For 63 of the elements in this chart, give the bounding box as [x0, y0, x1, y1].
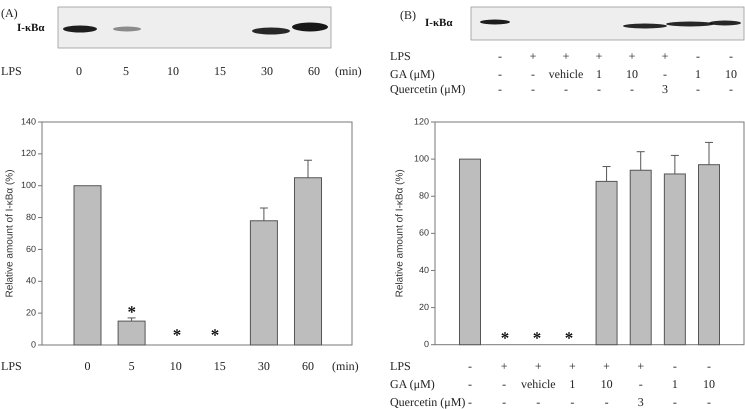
y-tick-label: 40 — [418, 264, 429, 275]
category-label: - 10 - — [725, 48, 737, 96]
y-tick-label: 0 — [424, 339, 429, 350]
y-tick-label: 140 — [20, 116, 36, 126]
y-tick-label: 80 — [26, 212, 36, 222]
category-label: 0 — [76, 64, 82, 78]
text: LPS — [1, 64, 22, 78]
category-label: + vehicle - — [548, 48, 584, 96]
x-axis-title: LPS GA (μM) Quercetin (μM) — [390, 358, 466, 409]
x-axis-title: LPS — [1, 358, 22, 373]
category-label: - 1 - — [695, 48, 701, 96]
category-label: - - - — [498, 48, 502, 96]
y-tick-label: 20 — [418, 302, 429, 312]
x-tick-label: + 10 - — [600, 358, 613, 409]
y-tick-label: 80 — [418, 190, 429, 201]
y-tick-label: 100 — [414, 153, 429, 164]
x-tick-label: - 10 - — [703, 358, 715, 409]
y-tick-label: 40 — [26, 276, 36, 286]
text: (min) — [332, 358, 359, 373]
x-tick-label: 15 — [214, 358, 226, 373]
y-tick-label: 120 — [414, 116, 429, 126]
category-label: 10 — [167, 64, 179, 78]
y-tick-label: 0 — [30, 339, 36, 350]
x-tick-label: - - - — [468, 358, 472, 409]
category-label: 30 — [261, 64, 273, 78]
bar — [74, 185, 102, 346]
text: (min) — [335, 64, 362, 78]
x-tick-label: + - - — [500, 358, 508, 409]
text: I-κBα — [17, 22, 46, 34]
bar — [118, 320, 146, 346]
category-label: 5 — [123, 64, 129, 78]
x-tick-label: - 1 - — [672, 358, 678, 409]
category-label: + 10 - — [626, 48, 638, 96]
y-axis-title: Relative amount of I-κBα (%) — [394, 169, 406, 298]
y-tick-label: 60 — [26, 244, 36, 254]
y-tick-label: 20 — [26, 308, 36, 318]
category-label: 60 — [308, 64, 320, 78]
x-tick-label: + - 3 — [637, 358, 644, 409]
x-tick-label: 30 — [258, 358, 270, 373]
annotation: * — [127, 302, 136, 322]
chart-title: (B) — [400, 8, 416, 22]
y-tick-label: 60 — [418, 228, 429, 238]
annotation: * — [564, 328, 574, 348]
x-tick-label: 5 — [128, 358, 135, 373]
category-label: + - - — [530, 48, 536, 96]
annotation: * — [500, 328, 510, 348]
x-tick-label: + 1 - — [569, 358, 576, 409]
text: I-κBα — [425, 17, 454, 29]
category-label: + 1 - — [596, 48, 602, 96]
y-tick-label: 120 — [20, 148, 36, 158]
annotation: * — [210, 326, 220, 344]
annotation: * — [532, 328, 542, 348]
annotation: * — [172, 326, 182, 344]
x-tick-label: 60 — [302, 358, 314, 373]
category-label: 15 — [214, 64, 226, 78]
x-tick-label: + vehicle - — [520, 358, 556, 409]
y-tick-label: 100 — [20, 180, 36, 190]
y-axis-title: Relative amount of I-κBα (%) — [4, 169, 16, 298]
x-tick-label: 0 — [84, 358, 90, 373]
chart-title: (A) — [1, 6, 18, 20]
text: LPS GA (μM) Quercetin (μM) — [390, 48, 466, 96]
x-tick-label: 10 — [170, 358, 182, 373]
category-label: + - 3 — [662, 48, 668, 96]
